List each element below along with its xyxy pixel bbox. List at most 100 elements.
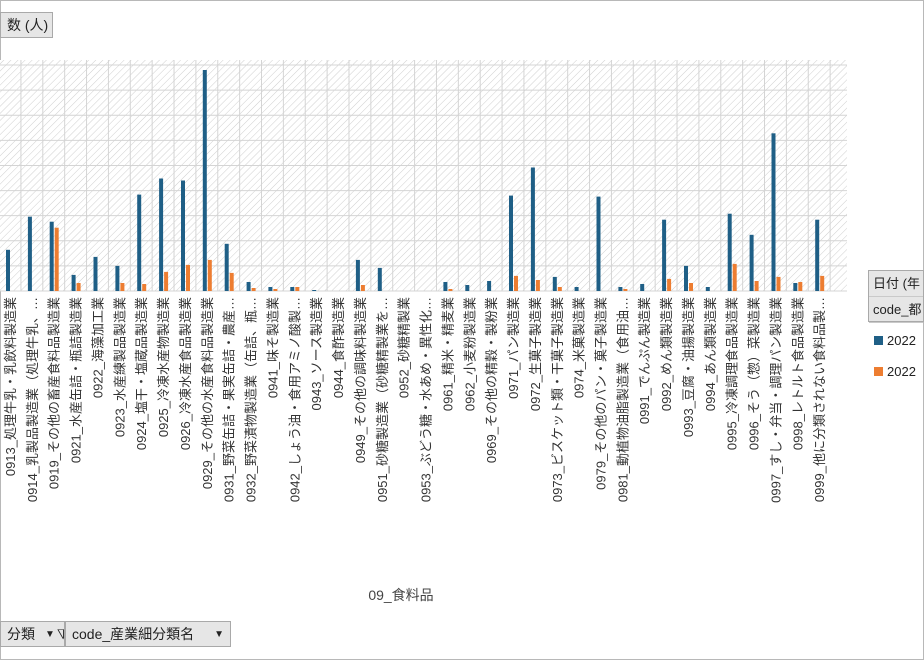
- x-tick-label: 0992_めん類製造業: [659, 297, 674, 411]
- legend-item-1[interactable]: 2022: [874, 333, 916, 348]
- bar-series-1[interactable]: [6, 249, 10, 291]
- bar-series-1[interactable]: [552, 276, 557, 291]
- bar-series-2[interactable]: [754, 281, 759, 291]
- legend-header-code: code_都: [869, 297, 923, 323]
- x-tick-label: 0921_水産缶詰・瓶詰製造業: [69, 297, 84, 463]
- bar-series-1[interactable]: [355, 259, 360, 291]
- legend-label-2: 2022: [887, 364, 916, 379]
- bar-series-2[interactable]: [186, 264, 190, 291]
- bar-series-1[interactable]: [793, 283, 798, 291]
- x-tick-label: 0941_味そ製造業: [265, 297, 280, 398]
- bar-series-2[interactable]: [142, 284, 147, 291]
- bar-series-1[interactable]: [93, 256, 98, 291]
- x-tick-label: 0994_あん類製造業: [703, 297, 718, 411]
- legend-label-1: 2022: [887, 333, 916, 348]
- bar-series-1[interactable]: [159, 178, 164, 292]
- bar-series-2[interactable]: [76, 283, 81, 291]
- x-tick-label: 0953_ぶどう糖・水あめ・異性化…: [419, 297, 434, 502]
- bar-series-2[interactable]: [295, 287, 300, 291]
- bar-series-2[interactable]: [667, 278, 672, 291]
- bar-series-1[interactable]: [71, 274, 76, 291]
- subcategory-field-button[interactable]: code_産業細分類名 ▼: [65, 621, 231, 647]
- bar-series-2[interactable]: [120, 283, 125, 291]
- value-field-label: 数 (人): [7, 17, 49, 33]
- filter-icon[interactable]: ⧩: [57, 626, 64, 643]
- bar-series-1[interactable]: [618, 287, 623, 291]
- x-tick-label: 0929_その他の水産食料品製造業: [200, 297, 215, 489]
- bar-series-2[interactable]: [798, 282, 803, 291]
- bar-series-2[interactable]: [360, 285, 365, 291]
- bar-series-1[interactable]: [727, 213, 732, 291]
- bar-series-1[interactable]: [640, 284, 645, 291]
- bar-series-1[interactable]: [596, 196, 601, 291]
- bar-series-2[interactable]: [535, 280, 540, 291]
- bar-series-2[interactable]: [820, 275, 825, 291]
- bar-series-1[interactable]: [27, 216, 32, 291]
- bar-series-1[interactable]: [749, 234, 754, 291]
- legend-item-2[interactable]: 2022: [874, 364, 916, 379]
- bar-series-1[interactable]: [684, 265, 688, 291]
- category-field-button[interactable]: 分類 ▼ ⧩: [0, 621, 65, 647]
- bar-series-2[interactable]: [557, 287, 562, 291]
- bar-series-1[interactable]: [815, 219, 820, 291]
- bar-series-1[interactable]: [224, 243, 229, 291]
- x-tick-label: 0944_食酢製造業: [331, 297, 346, 398]
- legend-header[interactable]: 日付 (年 code_都: [868, 270, 924, 323]
- bar-series-2[interactable]: [54, 227, 59, 291]
- category-field-label: 分類: [7, 626, 35, 642]
- bar-series-2[interactable]: [732, 263, 737, 291]
- bar-series-1[interactable]: [487, 281, 492, 291]
- x-tick-label: 0962_小麦粉製造業: [462, 297, 477, 411]
- x-tick-label: 0932_野菜漬物製造業（缶詰、瓶…: [244, 297, 259, 502]
- bar-series-1[interactable]: [662, 219, 667, 291]
- x-tick-label: 0974_米菓製造業: [572, 297, 587, 398]
- x-tick-label: 0998_レトルト食品製造業: [790, 297, 805, 450]
- x-tick-label: 0996_そう（惣）菜製造業: [747, 297, 762, 450]
- x-tick-label: 0979_その他のパン・菓子製造業: [594, 297, 609, 490]
- bar-series-2[interactable]: [164, 271, 169, 291]
- bar-series-1[interactable]: [443, 282, 448, 291]
- bar-series-2[interactable]: [251, 288, 256, 291]
- bar-series-1[interactable]: [530, 167, 535, 292]
- bar-series-2[interactable]: [207, 259, 212, 291]
- bar-series-1[interactable]: [574, 287, 579, 291]
- bar-series-2[interactable]: [776, 276, 781, 291]
- x-tick-label: 0997_すし・弁当・調理パン製造業: [769, 297, 784, 503]
- subcategory-field-label: code_産業細分類名: [72, 626, 195, 642]
- bar-series-2[interactable]: [229, 272, 234, 291]
- bar-series-2[interactable]: [448, 289, 453, 291]
- bar-series-1[interactable]: [268, 287, 273, 291]
- bar-series-1[interactable]: [115, 265, 120, 291]
- value-field-button[interactable]: 数 (人): [0, 12, 53, 38]
- bar-series-1[interactable]: [181, 180, 185, 292]
- x-tick-label: 0971_パン製造業: [506, 297, 521, 399]
- bar-series-1[interactable]: [509, 195, 513, 291]
- x-tick-label: 0949_その他の調味料製造業: [353, 297, 368, 463]
- x-tick-label: 0913_処理牛乳・乳飲料製造業: [3, 297, 18, 476]
- x-tick-label: 0924_塩干・塩蔵品製造業: [134, 297, 149, 450]
- bar-series-1[interactable]: [312, 290, 317, 291]
- x-tick-label: 0914_乳製品製造業（処理牛乳、…: [25, 297, 40, 502]
- bar-series-2[interactable]: [623, 289, 628, 291]
- bar-series-1[interactable]: [465, 285, 470, 291]
- legend-swatch-2: [874, 367, 883, 376]
- bar-series-2[interactable]: [689, 283, 693, 291]
- plot-area-background: [0, 60, 847, 291]
- bar-series-1[interactable]: [137, 194, 142, 291]
- dropdown-arrow-icon[interactable]: ▼: [214, 628, 224, 640]
- bar-series-1[interactable]: [705, 287, 710, 291]
- bar-series-2[interactable]: [514, 275, 518, 291]
- bar-series-1[interactable]: [246, 282, 251, 291]
- bar-series-2[interactable]: [273, 289, 278, 291]
- bar-series-1[interactable]: [771, 133, 776, 291]
- dropdown-arrow-icon[interactable]: ▼: [45, 628, 55, 640]
- x-tick-label: 0969_その他の精穀・製粉業: [484, 297, 499, 463]
- bar-series-1[interactable]: [377, 267, 382, 291]
- bar-series-1[interactable]: [49, 221, 54, 291]
- bar-series-1[interactable]: [290, 287, 295, 291]
- x-tick-label: 0943_ソース製造業: [309, 297, 324, 411]
- x-axis-title: 09_食料品: [368, 587, 433, 603]
- bar-series-1[interactable]: [202, 70, 207, 291]
- x-tick-label: 0931_野菜缶詰・果実缶詰・農産…: [222, 297, 237, 502]
